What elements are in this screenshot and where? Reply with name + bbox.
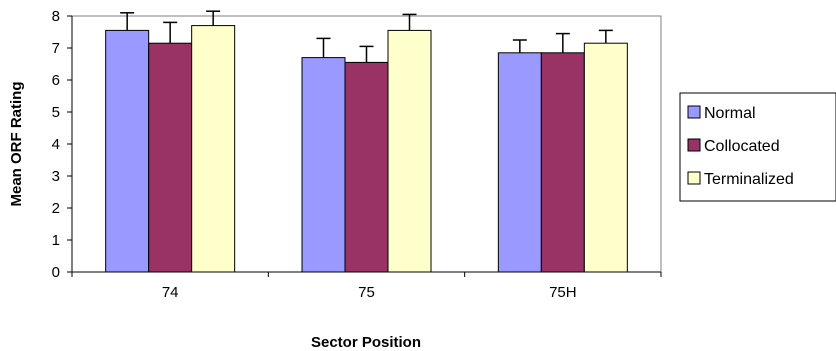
bar-terminalized-75 bbox=[387, 29, 432, 273]
y-tick-label: 0 bbox=[52, 264, 60, 281]
bar-normal-74 bbox=[105, 29, 150, 273]
x-axis-title: Sector Position bbox=[311, 334, 421, 351]
y-axis-title: Mean ORF Rating bbox=[8, 81, 25, 206]
x-tick-label: 74 bbox=[162, 284, 179, 301]
plot-area: 0 1 2 3 4 5 6 7 8 74 75 75H bbox=[52, 8, 662, 301]
y-axis-ticks: 0 1 2 3 4 5 6 7 8 bbox=[52, 8, 72, 281]
bar-normal-75 bbox=[301, 57, 346, 273]
legend: Normal Collocated Terminalized bbox=[679, 92, 836, 202]
y-tick-label: 3 bbox=[52, 168, 60, 185]
legend-label: Collocated bbox=[704, 138, 780, 155]
legend-frame bbox=[679, 92, 836, 202]
bar-collocated-74 bbox=[148, 42, 193, 273]
bar-terminalized-74 bbox=[191, 25, 236, 273]
legend-label: Terminalized bbox=[704, 171, 794, 188]
bar-terminalized-75h bbox=[583, 42, 628, 273]
bar-collocated-75 bbox=[344, 61, 389, 273]
y-tick-label: 5 bbox=[52, 104, 60, 121]
error-bars bbox=[120, 10, 613, 63]
x-tick-label: 75 bbox=[358, 284, 375, 301]
y-tick-label: 7 bbox=[52, 40, 60, 57]
legend-swatch bbox=[687, 171, 701, 185]
legend-label: Normal bbox=[704, 105, 756, 122]
legend-swatch bbox=[687, 105, 701, 119]
y-tick-label: 2 bbox=[52, 200, 60, 217]
y-tick-label: 8 bbox=[52, 8, 60, 25]
y-tick-label: 1 bbox=[52, 232, 60, 249]
x-axis-ticks: 74 75 75H bbox=[71, 272, 662, 301]
bar-normal-75h bbox=[497, 52, 542, 273]
bar-collocated-75h bbox=[540, 52, 585, 273]
y-tick-label: 4 bbox=[52, 136, 60, 153]
y-tick-label: 6 bbox=[52, 72, 60, 89]
legend-items: Normal Collocated Terminalized bbox=[687, 105, 794, 188]
x-tick-label: 75H bbox=[549, 284, 577, 301]
legend-swatch bbox=[687, 138, 701, 152]
bars bbox=[105, 25, 628, 273]
